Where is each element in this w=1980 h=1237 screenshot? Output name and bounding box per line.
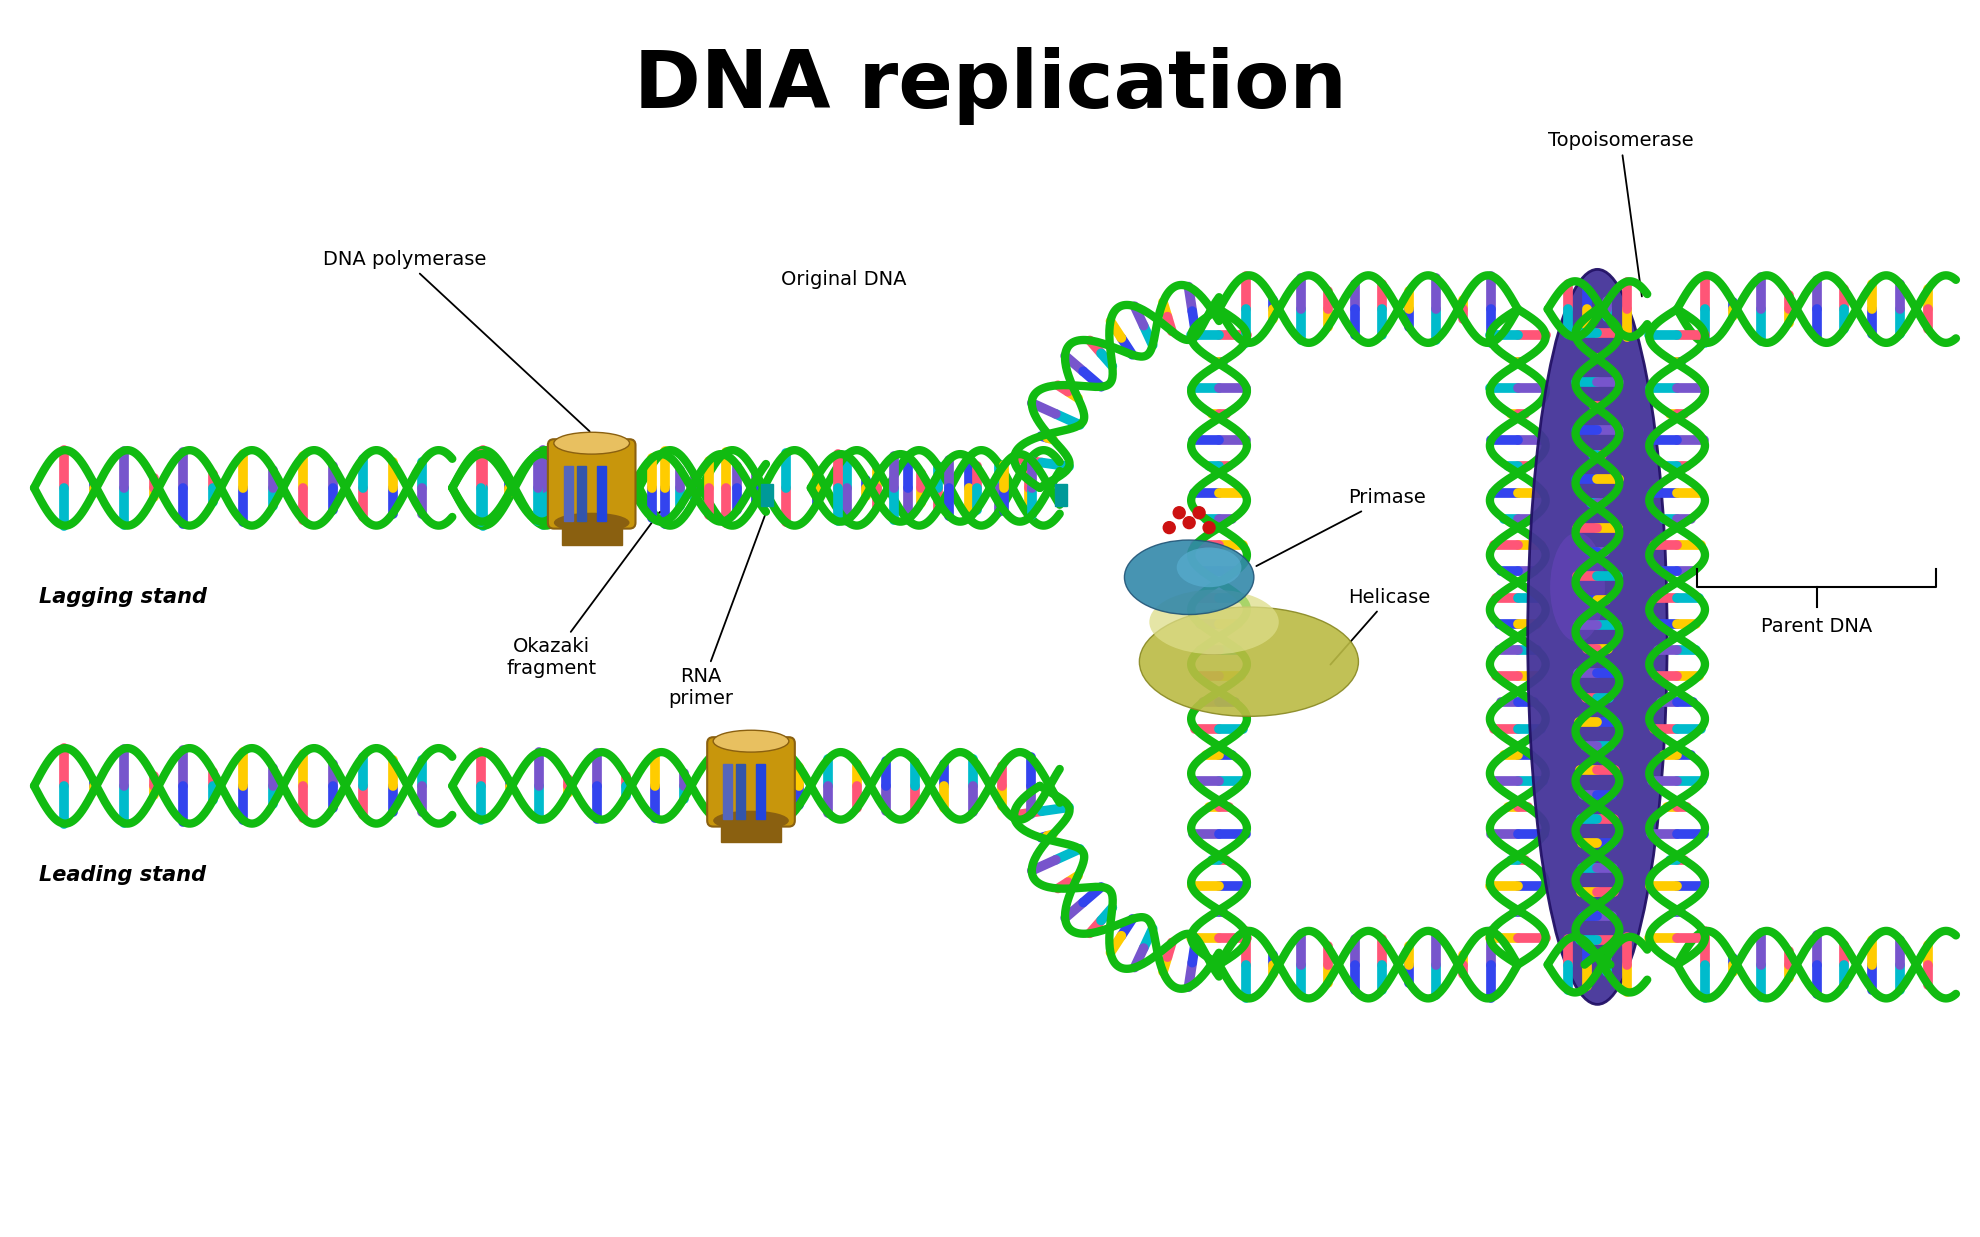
Ellipse shape xyxy=(554,432,630,454)
Bar xyxy=(760,484,772,506)
Bar xyxy=(1055,484,1067,506)
FancyBboxPatch shape xyxy=(548,439,636,528)
Bar xyxy=(576,466,586,521)
Bar xyxy=(596,466,606,521)
Ellipse shape xyxy=(1529,270,1667,1004)
FancyBboxPatch shape xyxy=(707,737,794,826)
Text: Helicase: Helicase xyxy=(1331,588,1432,664)
Ellipse shape xyxy=(713,810,788,830)
Text: DNA polymerase: DNA polymerase xyxy=(323,250,590,432)
Circle shape xyxy=(1184,517,1196,528)
Circle shape xyxy=(1204,522,1216,533)
Bar xyxy=(721,820,780,842)
Bar xyxy=(737,764,744,819)
Circle shape xyxy=(1194,507,1206,518)
Ellipse shape xyxy=(1125,541,1253,615)
Text: Primase: Primase xyxy=(1257,489,1426,567)
Text: Leading stand: Leading stand xyxy=(40,865,206,886)
Ellipse shape xyxy=(1550,533,1606,642)
Text: Topoisomerase: Topoisomerase xyxy=(1548,131,1693,297)
Ellipse shape xyxy=(1176,548,1241,588)
Ellipse shape xyxy=(713,730,788,752)
Circle shape xyxy=(1164,522,1176,533)
Bar xyxy=(562,523,622,544)
Circle shape xyxy=(1174,507,1186,518)
Bar xyxy=(564,466,572,521)
Text: Original DNA: Original DNA xyxy=(780,270,907,288)
Bar xyxy=(723,764,733,819)
Text: RNA
primer: RNA primer xyxy=(669,516,764,708)
Ellipse shape xyxy=(1138,607,1358,716)
Text: Lagging stand: Lagging stand xyxy=(40,588,208,607)
Ellipse shape xyxy=(1148,590,1279,654)
Bar xyxy=(756,764,764,819)
Text: Parent DNA: Parent DNA xyxy=(1760,617,1873,636)
Text: Okazaki
fragment: Okazaki fragment xyxy=(507,512,659,678)
Ellipse shape xyxy=(554,512,630,533)
Text: DNA replication: DNA replication xyxy=(634,47,1346,125)
